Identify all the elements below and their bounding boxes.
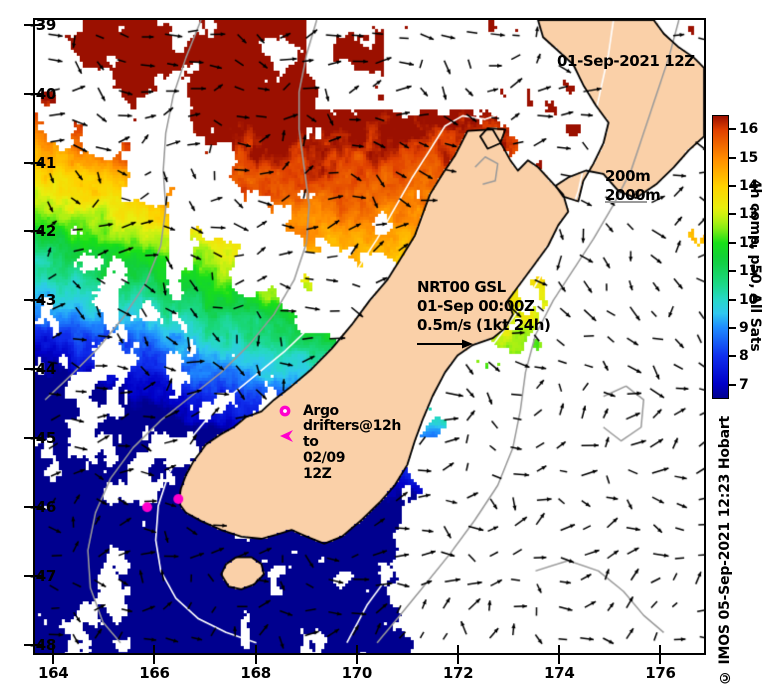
depth-contour-rule [605, 201, 647, 203]
y-axis-tick [24, 368, 33, 371]
colorbar-tick [729, 241, 736, 244]
x-axis-label: 166 [139, 664, 170, 682]
x-axis-tick [457, 655, 460, 664]
x-axis-tick-inner [52, 645, 55, 653]
x-axis-tick-inner [153, 645, 156, 653]
y-axis-tick [24, 437, 33, 440]
colorbar-tick-label: 13 [739, 206, 758, 223]
y-axis-tick-inner [35, 23, 43, 26]
y-axis-tick-inner [35, 505, 43, 508]
gsl-scale-label: 0.5m/s (1kt 24h) [417, 316, 551, 335]
colorbar-title-label: 4h comp, p50, All Sats [747, 178, 763, 352]
x-axis-tick-inner [558, 645, 561, 653]
colorbar-tick [729, 383, 736, 386]
x-axis-tick [659, 655, 662, 664]
x-axis-label: 168 [240, 664, 271, 682]
colorbar-tick [729, 213, 736, 216]
y-axis-tick-inner [35, 368, 43, 371]
argo-title-label: Argo [303, 403, 339, 419]
x-axis-tick-inner [457, 645, 460, 653]
colorbar-tick [729, 156, 736, 159]
map-plot-area[interactable]: 01-Sep-2021 12Z 200m 2000m NRT00 GSL 01-… [33, 18, 706, 655]
x-axis-label: 170 [341, 664, 373, 682]
x-axis-tick-inner [355, 645, 358, 653]
colorbar-tick [729, 298, 736, 301]
colorbar-tick-label: 10 [739, 291, 758, 308]
depth-2000m-label: 2000m [605, 186, 661, 205]
colorbar-tick-label: 15 [739, 149, 758, 166]
colorbar-tick [729, 270, 736, 273]
x-axis-label: 164 [38, 664, 69, 682]
sst-heatmap-canvas [35, 20, 704, 653]
credit-label: © IMOS 05-Sep-2021 12:23 Hobart [717, 415, 733, 685]
x-axis-tick-inner [254, 645, 257, 653]
y-axis-tick-inner [35, 437, 43, 440]
y-axis-tick [24, 505, 33, 508]
y-axis-tick [24, 574, 33, 577]
x-axis-tick [254, 655, 257, 664]
colorbar-tick [729, 128, 736, 131]
y-axis-tick-inner [35, 92, 43, 95]
x-axis-label: 176 [645, 664, 676, 682]
colorbar-tick [729, 327, 736, 329]
y-axis-tick-inner [35, 230, 43, 233]
colorbar-tick [729, 355, 736, 358]
colorbar-tick-label: 8 [739, 348, 749, 365]
colorbar-tick-label: 16 [739, 121, 758, 138]
depth-200m-label: 200m [605, 167, 651, 185]
x-axis-tick [355, 655, 358, 664]
y-axis-tick [24, 92, 33, 95]
y-axis-tick-inner [35, 643, 43, 646]
drifter-interval-label: drifters@12h [303, 418, 401, 434]
x-axis-label: 174 [544, 664, 575, 682]
colorbar-tick [729, 185, 736, 187]
y-axis-tick-inner [35, 574, 43, 577]
drifter-track-arrow-icon [280, 430, 293, 442]
argo-float-marker-icon [279, 405, 291, 417]
y-axis-tick [24, 230, 33, 233]
x-axis-tick [52, 655, 55, 664]
colorbar-tick-label: 14 [739, 178, 758, 194]
y-axis-tick [24, 299, 33, 302]
x-axis-label: 172 [442, 664, 474, 682]
gsl-time-label: 01-Sep 00:00Z [417, 297, 535, 316]
x-axis-tick-inner [659, 645, 662, 653]
depth-contour-labels: 200m 2000m [605, 167, 661, 205]
y-axis-tick-inner [35, 299, 43, 302]
y-axis-tick [24, 23, 33, 26]
colorbar-tick-label: 7 [739, 376, 749, 393]
drifter-endtime-label: to 02/09 12Z [303, 434, 346, 482]
x-axis-tick [558, 655, 561, 664]
gsl-product-label: NRT00 GSL [417, 278, 506, 296]
colorbar-gradient [712, 115, 729, 399]
colorbar-tick-label: 11 [739, 263, 758, 280]
date-stamp-label: 01-Sep-2021 12Z [557, 52, 695, 70]
y-axis-tick-inner [35, 161, 43, 164]
colorbar-tick-label: 9 [739, 320, 749, 336]
gsl-legend-block: NRT00 GSL 01-Sep 00:00Z 0.5m/s (1kt 24h) [417, 278, 551, 336]
gsl-scale-arrow-icon [417, 339, 473, 349]
colorbar-tick-label: 12 [739, 234, 758, 251]
y-axis-tick [24, 161, 33, 164]
x-axis-tick [153, 655, 156, 664]
y-axis-tick [24, 643, 33, 646]
